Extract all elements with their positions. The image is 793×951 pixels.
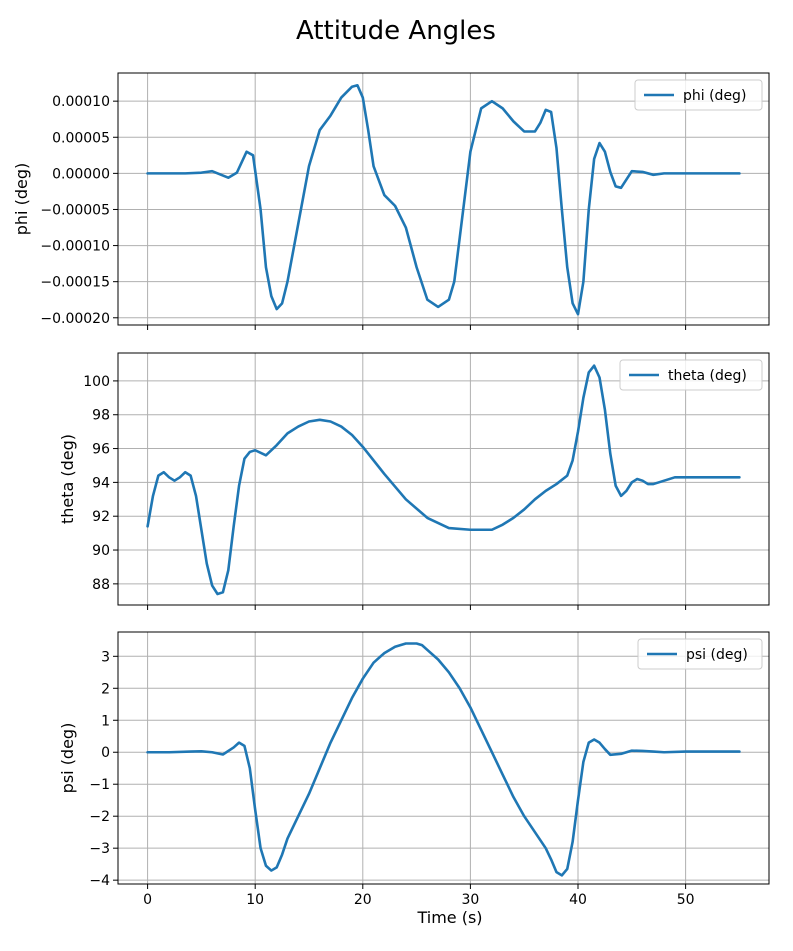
series-line-theta (146, 364, 741, 596)
y-tick-label: 98 (92, 408, 110, 424)
x-tick-label: 50 (677, 892, 695, 908)
y-tick-label: −4 (89, 873, 110, 889)
legend-label: psi (deg) (686, 647, 748, 663)
y-tick-label: 90 (92, 543, 110, 559)
y-tick-label: −0.00010 (40, 239, 110, 255)
legend-box (634, 79, 763, 111)
y-tick-label: −1 (89, 777, 110, 793)
grid (118, 353, 769, 605)
y-tick-label: 92 (92, 509, 110, 525)
axes-frame (117, 72, 770, 326)
legend: phi (deg) (634, 79, 763, 111)
x-tick-label: 10 (246, 892, 264, 908)
x-tick-label: 20 (354, 892, 372, 908)
legend-label: theta (deg) (668, 368, 747, 384)
y-tick-label: −0.00020 (40, 311, 110, 327)
y-tick-label: −0.00005 (40, 202, 110, 218)
x-axis-label: Time (s) (416, 908, 482, 927)
y-tick-label: 100 (83, 374, 110, 390)
y-tick-label: 1 (101, 713, 110, 729)
y-tick-label: 3 (101, 649, 110, 665)
y-tick-label: 0.00005 (52, 130, 110, 146)
legend: theta (deg) (619, 359, 763, 391)
y-tick-label: 96 (92, 442, 110, 458)
y-tick-label: −2 (89, 809, 110, 825)
grid (118, 73, 769, 325)
x-tick-label: 30 (461, 892, 479, 908)
legend-label: phi (deg) (683, 88, 746, 104)
legend-box (619, 359, 763, 391)
series-line-psi (146, 642, 741, 877)
y-tick-label: 94 (92, 475, 110, 491)
y-tick-label: 0.00000 (52, 166, 110, 182)
y-tick-label: 0 (101, 745, 110, 761)
series-line-phi (146, 83, 741, 316)
x-tick-label: 40 (569, 892, 587, 908)
axes-frame (117, 352, 770, 606)
legend: psi (deg) (637, 638, 763, 670)
y-tick-label: 2 (101, 681, 110, 697)
subplots-container: 0.00010 0.00005 0.00000 −0.00005 −0.00010 −0.… (12, 72, 770, 908)
subplot-1: 0.00010 0.00005 0.00000 −0.00005 −0.00010 −0.… (12, 72, 770, 330)
y-tick-label: 0.00010 (52, 94, 110, 110)
y-tick-label: −3 (89, 841, 110, 857)
subplot-2: 100 98 96 94 92 90 88 theta (deg) theta (deg) (58, 352, 770, 610)
y-tick-label: −0.00015 (40, 275, 110, 291)
legend-box (637, 638, 763, 670)
y-tick-label: 88 (92, 577, 110, 593)
x-tick-label: 0 (143, 892, 152, 908)
y-axis-label: psi (deg) (58, 723, 77, 794)
axes-frame (117, 631, 770, 885)
y-axis-label: phi (deg) (12, 163, 31, 235)
chart-title: Attitude Angles (296, 16, 496, 46)
y-axis-label: theta (deg) (58, 434, 77, 524)
